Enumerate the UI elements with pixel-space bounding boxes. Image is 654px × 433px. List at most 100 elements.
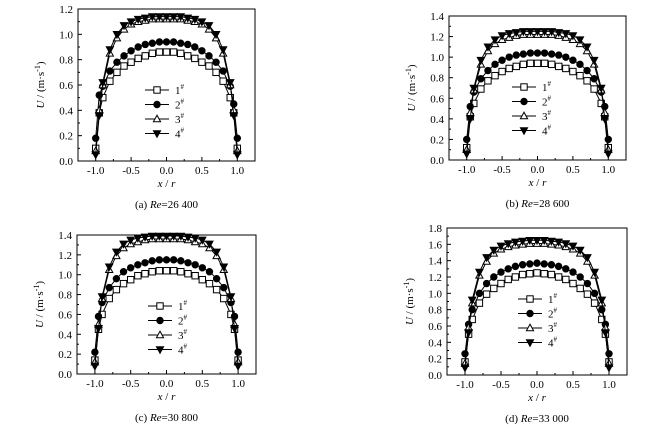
legend-label: 1#: [175, 83, 185, 97]
y-tick-label: 0.4: [428, 337, 442, 349]
legend-marker: [526, 309, 534, 318]
panel-caption: (d) Re=33 000: [505, 413, 569, 425]
data-point: [576, 273, 584, 281]
data-point: [540, 28, 550, 37]
data-point: [92, 134, 100, 142]
legend-name: 2: [175, 100, 181, 112]
legend-marker: [520, 97, 528, 106]
data-point: [598, 315, 606, 324]
legend-superscript: #: [548, 80, 552, 88]
legend-superscript: #: [184, 328, 188, 336]
data-point: [154, 13, 164, 22]
y-tick-label: 1.8: [428, 223, 442, 235]
data-point: [226, 93, 234, 102]
data-point: [127, 275, 135, 284]
y-tick-label: 1.6: [428, 239, 442, 251]
data-point: [211, 31, 221, 40]
series-line: [94, 270, 239, 361]
data-point: [147, 232, 157, 241]
x-axis-sep: /: [533, 392, 542, 404]
data-point: [212, 274, 221, 283]
data-point: [525, 236, 535, 246]
data-point: [162, 232, 171, 241]
data-point: [519, 60, 528, 69]
legend-label: 3#: [175, 112, 185, 126]
x-axis-den: r: [171, 391, 176, 403]
data-point: [98, 79, 108, 88]
data-point: [112, 274, 121, 283]
legend-marker: [525, 339, 535, 348]
data-point: [484, 77, 492, 85]
data-point: [533, 49, 542, 57]
y-axis-var: U: [34, 319, 46, 328]
x-axis-var: x: [157, 391, 163, 403]
x-tick-label: -0.5: [492, 379, 510, 391]
data-point: [575, 246, 585, 255]
data-point: [127, 47, 135, 55]
data-point: [582, 254, 592, 263]
data-point: [126, 236, 136, 245]
x-tick-label: 0.0: [530, 379, 544, 391]
x-tick-label: 0.5: [195, 378, 209, 390]
data-point: [198, 58, 206, 66]
data-point: [510, 238, 520, 247]
data-point: [526, 270, 534, 278]
data-point: [232, 151, 242, 160]
data-point: [191, 54, 199, 63]
legend-name: 1: [178, 301, 184, 313]
x-tick-label: 0.0: [531, 164, 545, 176]
data-point: [555, 51, 563, 59]
y-tick-label: 1.2: [58, 250, 72, 262]
y-axis-unit: / (m·s: [34, 291, 46, 320]
data-point: [133, 15, 143, 24]
data-point: [511, 29, 521, 38]
x-tick-label: -0.5: [122, 165, 140, 177]
series-3: [460, 238, 614, 367]
y-tick-label: 0.2: [428, 354, 442, 366]
data-point: [546, 237, 556, 246]
data-point: [539, 236, 549, 246]
data-point: [233, 362, 243, 371]
legend-superscript: #: [184, 299, 188, 307]
data-point: [482, 290, 491, 298]
data-point: [505, 53, 513, 61]
data-point: [582, 43, 592, 52]
data-point: [477, 75, 485, 83]
y-axis-unit: / (m·s: [404, 288, 416, 317]
data-point: [569, 268, 577, 276]
y-axis-unit: / (m·s: [35, 72, 47, 101]
data-point: [205, 268, 214, 276]
legend-marker: [525, 323, 535, 332]
data-point: [190, 234, 200, 243]
legend-superscript: #: [181, 83, 185, 91]
y-axis-exp: -1: [33, 65, 42, 72]
legend-item: 4#: [512, 124, 552, 138]
x-tick-label: 1.0: [601, 164, 615, 176]
data-point: [113, 68, 121, 77]
data-point: [191, 43, 199, 51]
data-point: [219, 67, 227, 75]
y-axis-close: ): [404, 278, 416, 282]
x-axis-title: x / r: [528, 177, 547, 189]
plot-frame: [446, 227, 628, 376]
data-point: [532, 236, 542, 246]
series-line: [464, 262, 610, 354]
data-point: [569, 67, 577, 76]
data-point: [148, 257, 156, 265]
data-point: [533, 259, 541, 267]
data-point: [198, 275, 207, 284]
legend-superscript: #: [548, 124, 552, 132]
y-tick-label: 0.8: [59, 55, 73, 67]
data-point: [169, 256, 178, 264]
data-point: [547, 261, 556, 269]
y-axis-var: U: [404, 316, 416, 325]
x-tick-label: -1.0: [86, 378, 104, 390]
data-point: [476, 56, 486, 66]
data-point: [562, 64, 570, 73]
y-tick-label: 1.4: [430, 11, 444, 23]
data-point: [140, 14, 150, 23]
data-point: [184, 259, 192, 267]
legend-marker: [520, 83, 528, 91]
data-point: [106, 67, 114, 75]
